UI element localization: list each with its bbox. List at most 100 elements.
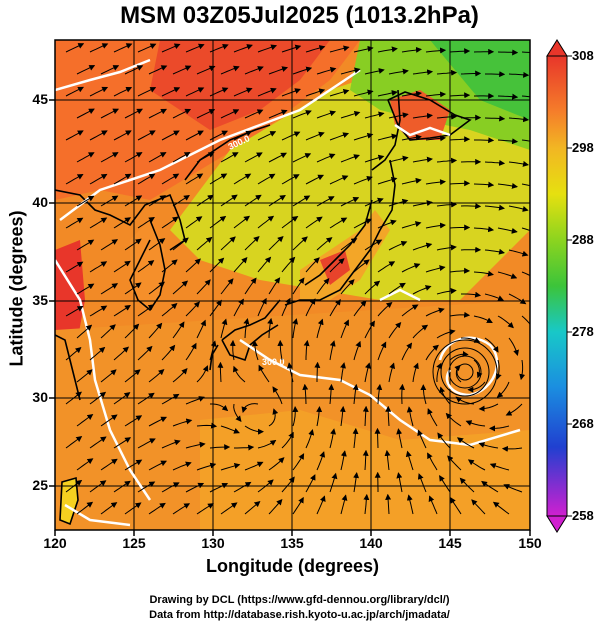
streamline-arrow [340,197,360,207]
streamline-arrow [137,130,156,141]
streamline-arrow [172,65,192,75]
streamline-arrow [305,216,323,229]
streamline-arrow [277,339,284,361]
streamline-arrow [401,46,422,53]
streamline-arrow [268,236,284,251]
streamline-arrow [401,90,422,97]
streamline-arrow [286,362,294,383]
streamline-arrow [243,318,250,339]
streamline-arrow [233,403,242,422]
streamline-arrow [436,244,457,251]
streamline-arrow [484,204,505,211]
streamline-arrow [76,239,95,251]
streamline-arrow [305,45,326,53]
streamline-arrow [196,279,211,295]
x-tick-120: 120 [43,535,67,551]
streamline-arrow [353,218,373,229]
streamline-arrow [396,428,403,449]
streamline-arrow [100,195,119,207]
streamline-arrow [124,152,143,163]
y-tick-35: 35 [32,292,48,308]
streamline-arrow [425,307,445,317]
streamline-arrow [473,226,495,233]
streamline-arrow [89,436,107,449]
streamline-arrow [329,472,338,493]
streamline-arrow [329,45,350,53]
streamline-arrow [508,293,527,305]
streamline-arrow [196,109,216,119]
streamline-arrow [124,108,143,119]
streamline-arrow [76,324,93,339]
contour-label-1: 300.0 [262,357,285,367]
streamline-arrow [316,196,335,207]
streamline-arrow [148,369,165,383]
streamline-arrow [305,131,325,141]
streamline-arrow [89,173,108,185]
streamline-arrow [489,463,510,471]
streamline-arrow [484,115,506,122]
streamline-arrow [501,445,523,452]
credit-data: Data from http://database.rish.kyoto-u.a… [149,609,450,621]
streamline-arrow [425,265,446,273]
streamline-arrow [244,152,263,163]
streamline-arrow [172,194,190,207]
streamline-arrow [362,449,369,471]
streamline-arrow [412,200,433,207]
streamline-arrow [268,152,287,163]
streamline-arrow [412,69,434,76]
streamline-arrow [65,479,83,493]
streamline-arrow [113,260,131,273]
streamline-arrow [76,108,95,119]
streamline-arrow [209,215,227,229]
streamline-arrow [281,44,302,53]
streamline-arrow [100,108,120,119]
streamline-arrow [401,177,422,185]
streamline-arrow [233,44,253,53]
streamline-arrow [449,351,469,361]
streamline-arrow [196,65,216,75]
streamline-arrow [508,116,530,123]
streamline-arrow [305,174,325,185]
streamline-arrow [100,65,120,75]
streamline-arrow [467,459,486,471]
colorbar-tick-308: 308 [572,48,594,63]
streamline-arrow [257,87,277,97]
streamline-arrow [89,480,107,493]
streamline-arrow [353,89,374,97]
streamline-arrow [220,462,241,471]
map-title: MSM 03Z05Jul2025 (1013.2hPa) [120,2,479,29]
streamline-arrow [521,139,530,142]
streamline-arrow [329,217,348,229]
streamline-arrow [406,494,414,515]
streamline-arrow [172,108,192,119]
streamline-arrow [220,65,240,75]
streamline-arrow [244,66,264,75]
streamline-arrow [439,475,451,493]
streamline-arrow [427,408,438,427]
streamline-arrow [377,301,393,317]
streamline-arrow [401,134,422,141]
streamline-arrow [473,270,494,277]
streamline-arrow [65,217,84,229]
streamline-arrow [148,195,167,207]
streamline-arrow [172,152,191,163]
streamline-arrow [124,502,142,515]
graticule [55,40,530,530]
streamline-arrow [89,261,108,273]
streamline-arrow [388,198,409,207]
streamline-arrow [161,302,178,317]
streamline-arrow [100,324,116,339]
streamline-arrow [137,392,155,405]
streamline-arrow [220,502,238,515]
streamline-arrow [113,217,132,229]
typhoon-swirl-ring [456,363,474,381]
streamline-arrow [268,109,288,119]
streamline-arrow [100,458,118,471]
streamline-arrow [281,297,291,317]
streamline-arrow [281,88,301,97]
streamline-arrow [209,299,222,317]
streamline-arrow [329,428,337,449]
streamline-arrow [124,195,143,207]
streamline-arrow [124,415,143,427]
streamline-arrow [316,406,323,427]
